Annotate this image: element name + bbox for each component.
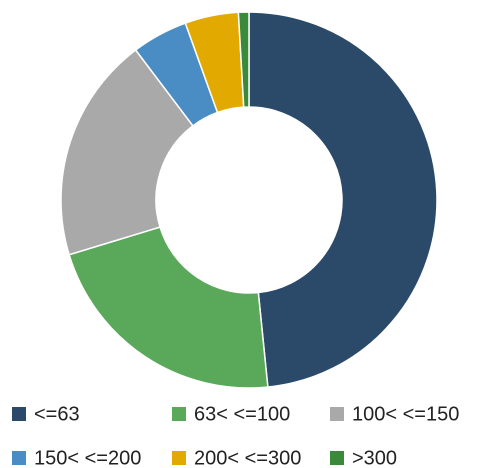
donut-slice (60, 48, 194, 256)
legend-swatch (330, 451, 344, 465)
legend-swatch (12, 451, 26, 465)
legend-swatch (12, 407, 26, 421)
legend-label: 150< <=200 (34, 447, 141, 468)
legend-label: 100< <=150 (352, 403, 459, 425)
legend-label: 63< <=100 (194, 403, 290, 425)
legend-swatch (172, 407, 186, 421)
donut-slice (248, 11, 438, 388)
legend-label: 200< <=300 (194, 447, 301, 468)
legend-swatch (172, 451, 186, 465)
donut-slice (68, 226, 269, 389)
donut-slice (237, 11, 250, 108)
legend-label: >300 (352, 447, 397, 468)
legend-swatch (330, 407, 344, 421)
legend-label: <=63 (34, 403, 80, 425)
